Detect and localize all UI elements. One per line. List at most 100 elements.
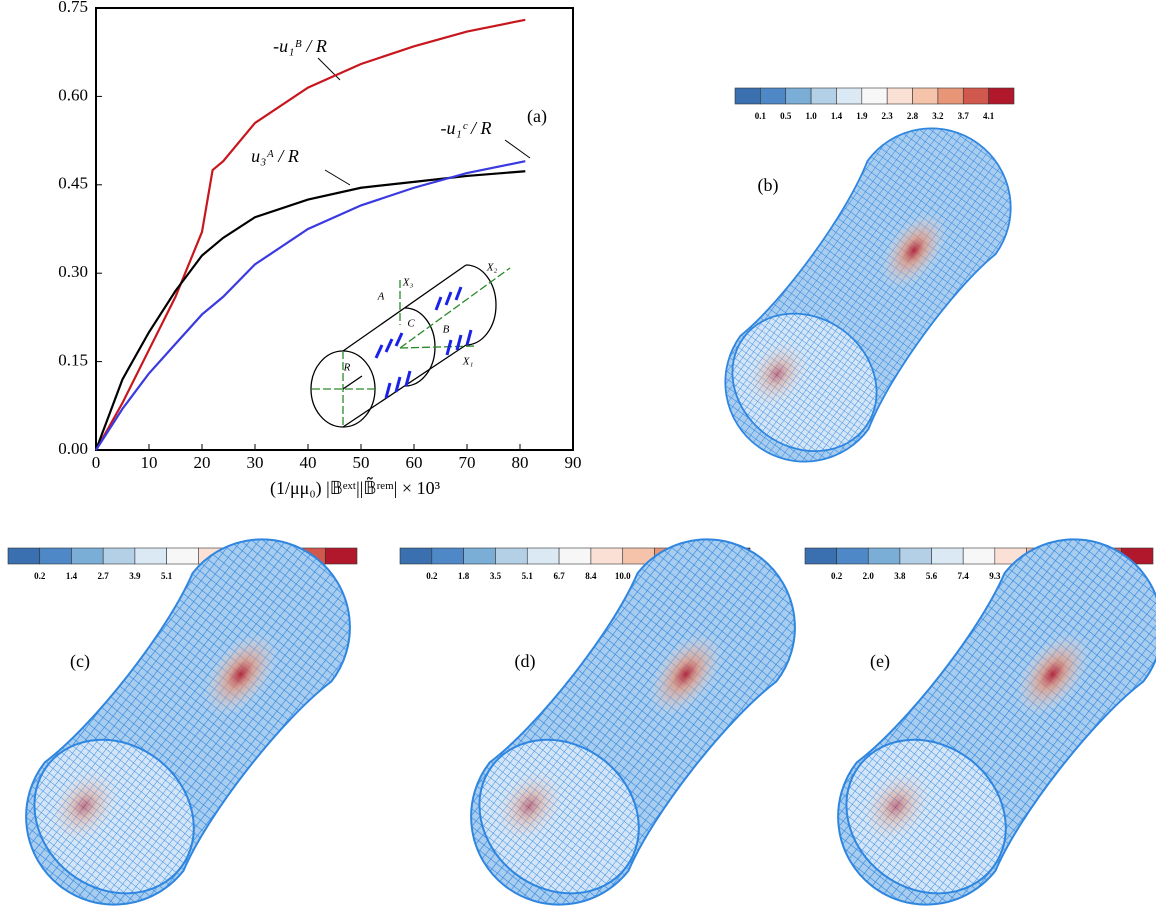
colorbar-swatch (734, 87, 761, 105)
panel-label: (d) (515, 651, 536, 672)
colorbar-swatch (785, 87, 812, 105)
hot-spot (746, 340, 808, 407)
colorbar-label: 1.4 (66, 571, 78, 581)
hot-spot (648, 632, 723, 716)
colorbar-label: 3.7 (958, 111, 970, 121)
deformed-shape (470, 538, 796, 906)
colorbar-swatch (836, 547, 869, 565)
colorbar-swatch (495, 547, 528, 565)
leader-lines (317, 57, 531, 186)
colorbar-swatch (526, 547, 560, 565)
hot-spot (495, 769, 564, 843)
x-tick-label: 10 (141, 453, 158, 472)
x-tick-label: 30 (247, 453, 264, 472)
colorbar-swatch (886, 87, 913, 105)
inset-label: C (407, 318, 415, 330)
panel-label: (a) (527, 106, 547, 127)
colorbar-swatch (39, 547, 72, 565)
colorbar-swatch (7, 547, 41, 565)
x-tick-label: 40 (300, 453, 317, 472)
x-tick-label: 80 (512, 453, 529, 472)
x-tick-label: 90 (565, 453, 582, 472)
colorbar-swatch (931, 547, 964, 565)
deformed-shape (837, 538, 1156, 906)
colorbar-label: 5.1 (522, 571, 534, 581)
series-label: -u₁ᴮ / R (273, 36, 327, 56)
inset-diagram: X₃ X₂ X₁ A B C R (310, 262, 511, 428)
inset-label: A (377, 291, 385, 303)
colorbar-swatch (134, 547, 167, 565)
colorbar-label: 5.1 (161, 571, 173, 581)
colorbar-swatch (166, 547, 199, 565)
y-tick-label: 0.00 (58, 439, 88, 458)
inset-label: B (443, 324, 450, 336)
inset-label: R (343, 362, 351, 374)
colorbar-label: 3.8 (894, 571, 906, 581)
colorbar-label: 5.6 (926, 571, 938, 581)
x-tick-label: 60 (406, 453, 423, 472)
colorbar-swatch (937, 87, 964, 105)
colorbar-label: 2.3 (882, 111, 894, 121)
colorbar-label: 0.2 (831, 571, 843, 581)
y-tick-label: 0.30 (58, 262, 88, 281)
colorbar-label: 0.2 (34, 571, 46, 581)
colorbar-swatch (962, 547, 996, 565)
y-tick-label: 0.15 (58, 351, 88, 370)
panel-label: (c) (70, 651, 90, 672)
colorbar-swatch (399, 547, 433, 565)
colorbar-label: 7.4 (958, 571, 970, 581)
colorbar-swatch (836, 87, 863, 105)
hot-spot (881, 212, 947, 289)
colorbar-label: 0.1 (755, 111, 767, 121)
deformed-shape (25, 538, 351, 906)
colorbar-swatch (861, 87, 888, 105)
colorbar-swatch (558, 547, 592, 565)
plot-frame (95, 7, 574, 451)
colorbar-label: 4.1 (983, 111, 995, 121)
colorbar-label: 1.9 (856, 111, 868, 121)
series-line (95, 160, 526, 451)
panel-label: (b) (758, 175, 779, 196)
colorbar-label: 1.4 (831, 111, 843, 121)
colorbar-swatch (463, 547, 496, 565)
colorbar-label: 9.3 (989, 571, 1001, 581)
colorbar-label: 3.2 (932, 111, 944, 121)
series-label: u₃ᴬ / R (251, 146, 299, 166)
colorbar-swatch (899, 547, 932, 565)
colorbar-swatch (590, 547, 624, 565)
colorbar-label: 2.8 (907, 111, 919, 121)
colorbar-label: 0.2 (426, 571, 438, 581)
colorbar-swatch (102, 547, 136, 565)
x-tick-label: 50 (353, 453, 370, 472)
colorbar-swatch (324, 547, 358, 565)
y-tick-label: 0.45 (58, 174, 88, 193)
colorbar-label: 6.7 (553, 571, 565, 581)
colorbar-label: 2.7 (98, 571, 110, 581)
y-tick-label: 0.75 (58, 0, 88, 16)
shape-body (724, 127, 1012, 463)
hot-spot (50, 769, 119, 843)
x-tick-label: 20 (194, 453, 211, 472)
series-label: -u₁ᶜ / R (441, 118, 492, 138)
colorbar-label: 2.0 (863, 571, 875, 581)
colorbar-swatch (431, 547, 464, 565)
series-line (94, 170, 526, 451)
colorbar-label: 3.9 (129, 571, 141, 581)
series-line (95, 18, 526, 451)
colorbar-swatch (810, 87, 837, 105)
colorbar-label: 0.5 (780, 111, 792, 121)
inset-label: X₂ (486, 262, 498, 274)
colorbar-label: 10.0 (615, 571, 631, 581)
hot-spot (862, 769, 931, 843)
colorbar-swatch (867, 547, 901, 565)
colorbar-label: 1.8 (458, 571, 470, 581)
colorbar-label: 8.4 (585, 571, 597, 581)
hot-spot (203, 632, 278, 716)
deformed-shape (724, 127, 1012, 463)
colorbar-swatch (804, 547, 837, 565)
x-axis-label: (1/μμ₀) |𝔹ᵉˣᵗ||𝔹̃ʳᵉᵐ| × 10³ (270, 477, 441, 499)
colorbar-swatch (71, 547, 104, 565)
hot-spot (1015, 632, 1090, 716)
panel-label: (e) (870, 651, 890, 672)
